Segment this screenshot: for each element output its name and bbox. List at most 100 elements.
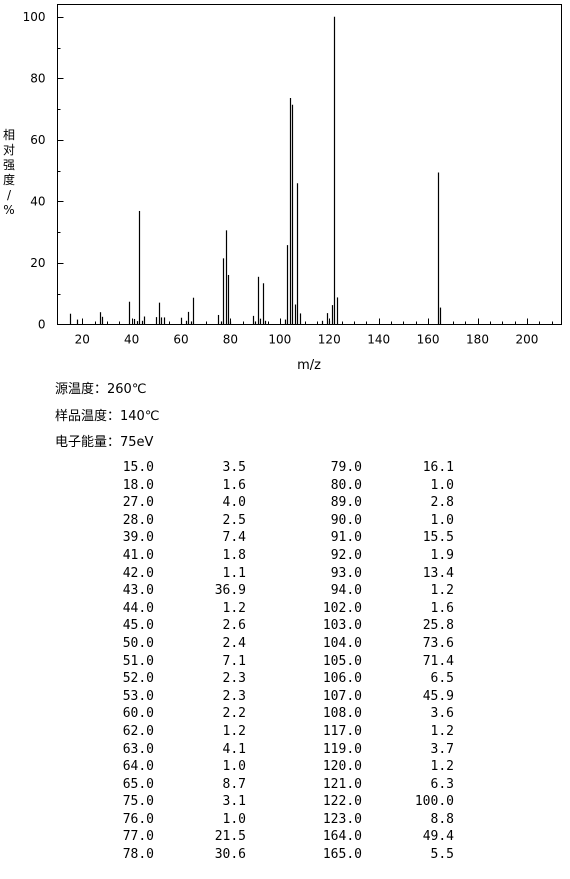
table-row: 44.0 1.2 102.0 1.6: [100, 600, 454, 618]
mz-cell: 90.0: [330, 512, 362, 528]
intensity-cell: 21.5: [214, 829, 246, 845]
table-row: 60.0 2.2 108.0 3.6: [100, 705, 454, 723]
mz-cell: 78.0: [122, 847, 154, 863]
intensity-cell: 13.4: [422, 565, 454, 581]
table-row: 64.0 1.0 120.0 1.2: [100, 758, 454, 776]
x-axis-label: m/z: [297, 358, 321, 373]
intensity-cell: 1.0: [430, 477, 454, 493]
intensity-cell: 3.1: [222, 794, 246, 810]
mz-cell: 105.0: [322, 653, 362, 669]
peak-table: 15.0 3.5 79.0 16.1 18.0 1.6 80.0 1.0 27.0 4.0 89.0…: [100, 459, 454, 864]
intensity-cell: 1.2: [430, 723, 454, 739]
mass-spectrum-chart: 20 40 60 80 100 120 140 160 180 200 020406080100 …: [3, 4, 562, 373]
intensity-cell: 36.9: [214, 583, 246, 599]
mz-cell: 122.0: [322, 794, 362, 810]
intensity-cell: 1.2: [430, 759, 454, 775]
mz-cell: 18.0: [122, 477, 154, 493]
intensity-cell: 1.1: [222, 565, 246, 581]
intensity-cell: 2.5: [222, 512, 246, 528]
mz-cell: 28.0: [122, 512, 154, 528]
intensity-cell: 49.4: [422, 829, 454, 845]
table-row: 45.0 2.6 103.0 25.8: [100, 617, 454, 635]
table-row: 41.0 1.8 92.0 1.9: [100, 547, 454, 565]
intensity-cell: 1.6: [222, 477, 246, 493]
intensity-cell: 5.5: [430, 847, 454, 863]
intensity-cell: 7.4: [222, 530, 246, 546]
y-axis-ticks: 0 20 40 60 80 100: [23, 10, 64, 332]
table-row: 62.0 1.2 117.0 1.2: [100, 723, 454, 741]
x-tick-label: 180: [466, 333, 489, 347]
table-row: 53.0 2.3 107.0 45.9: [100, 688, 454, 706]
intensity-cell: 2.6: [222, 618, 246, 634]
x-tick-label: 100: [268, 333, 291, 347]
intensity-cell: 1.0: [222, 811, 246, 827]
y-axis-label-char: /: [7, 188, 12, 202]
table-row: 28.0 2.5 90.0 1.0: [100, 512, 454, 530]
mz-cell: 65.0: [122, 776, 154, 792]
mz-cell: 80.0: [330, 477, 362, 493]
mz-cell: 103.0: [322, 618, 362, 634]
mz-cell: 15.0: [122, 460, 154, 475]
y-tick-label: 60: [30, 133, 45, 147]
intensity-cell: 1.9: [430, 547, 454, 563]
intensity-cell: 1.6: [430, 600, 454, 616]
y-tick-label: 0: [38, 318, 46, 332]
mz-cell: 60.0: [122, 706, 154, 722]
x-tick-label: 80: [223, 333, 238, 347]
y-axis-label-char: %: [3, 203, 14, 217]
mz-cell: 119.0: [322, 741, 362, 757]
mz-cell: 92.0: [330, 547, 362, 563]
mz-cell: 27.0: [122, 495, 154, 511]
y-axis-label-char: 对: [3, 143, 15, 157]
x-tick-label: 140: [367, 333, 390, 347]
mz-cell: 76.0: [122, 811, 154, 827]
intensity-cell: 4.0: [222, 495, 246, 511]
table-row: 43.0 36.9 94.0 1.2: [100, 582, 454, 600]
y-tick-label: 20: [30, 256, 45, 270]
intensity-cell: 45.9: [422, 688, 454, 704]
x-tick-label: 120: [318, 333, 341, 347]
mz-cell: 79.0: [330, 460, 362, 475]
intensity-cell: 7.1: [222, 653, 246, 669]
electron-energy: 电子能量：75eV: [55, 435, 154, 450]
table-row: 52.0 2.3 106.0 6.5: [100, 670, 454, 688]
intensity-cell: 3.6: [430, 706, 454, 722]
intensity-cell: 3.5: [222, 460, 246, 475]
intensity-cell: 2.3: [222, 688, 246, 704]
mz-cell: 120.0: [322, 759, 362, 775]
peak-bars: [69, 16, 442, 325]
table-row: 39.0 7.4 91.0 15.5: [100, 529, 454, 547]
x-tick-label: 40: [124, 333, 139, 347]
mz-cell: 42.0: [122, 565, 154, 581]
intensity-cell: 1.0: [222, 759, 246, 775]
sample-temperature: 样品温度：140℃: [55, 409, 160, 424]
mz-cell: 102.0: [322, 600, 362, 616]
intensity-cell: 25.8: [422, 618, 454, 634]
y-axis-label-char: 度: [3, 172, 15, 187]
mz-cell: 63.0: [122, 741, 154, 757]
mz-cell: 117.0: [322, 723, 362, 739]
intensity-cell: 1.0: [430, 512, 454, 528]
mz-cell: 44.0: [122, 600, 154, 616]
table-row: 27.0 4.0 89.0 2.8: [100, 494, 454, 512]
intensity-cell: 1.2: [430, 583, 454, 599]
table-row: 42.0 1.1 93.0 13.4: [100, 565, 454, 583]
y-tick-label: 40: [30, 194, 45, 208]
y-axis-label-char: 相: [3, 128, 15, 142]
table-row: 51.0 7.1 105.0 71.4: [100, 653, 454, 671]
intensity-cell: 71.4: [422, 653, 454, 669]
table-row: 50.0 2.4 104.0 73.6: [100, 635, 454, 653]
intensity-cell: 8.7: [222, 776, 246, 792]
table-row: 63.0 4.1 119.0 3.7: [100, 741, 454, 759]
mz-cell: 39.0: [122, 530, 154, 546]
mz-cell: 64.0: [122, 759, 154, 775]
mz-cell: 93.0: [330, 565, 362, 581]
intensity-cell: 30.6: [214, 847, 246, 863]
mz-cell: 108.0: [322, 706, 362, 722]
mz-cell: 123.0: [322, 811, 362, 827]
mz-cell: 53.0: [122, 688, 154, 704]
intensity-cell: 1.8: [222, 547, 246, 563]
table-row: 78.0 30.6 165.0 5.5: [100, 846, 454, 864]
intensity-cell: 4.1: [222, 741, 246, 757]
table-row: 65.0 8.7 121.0 6.3: [100, 776, 454, 794]
